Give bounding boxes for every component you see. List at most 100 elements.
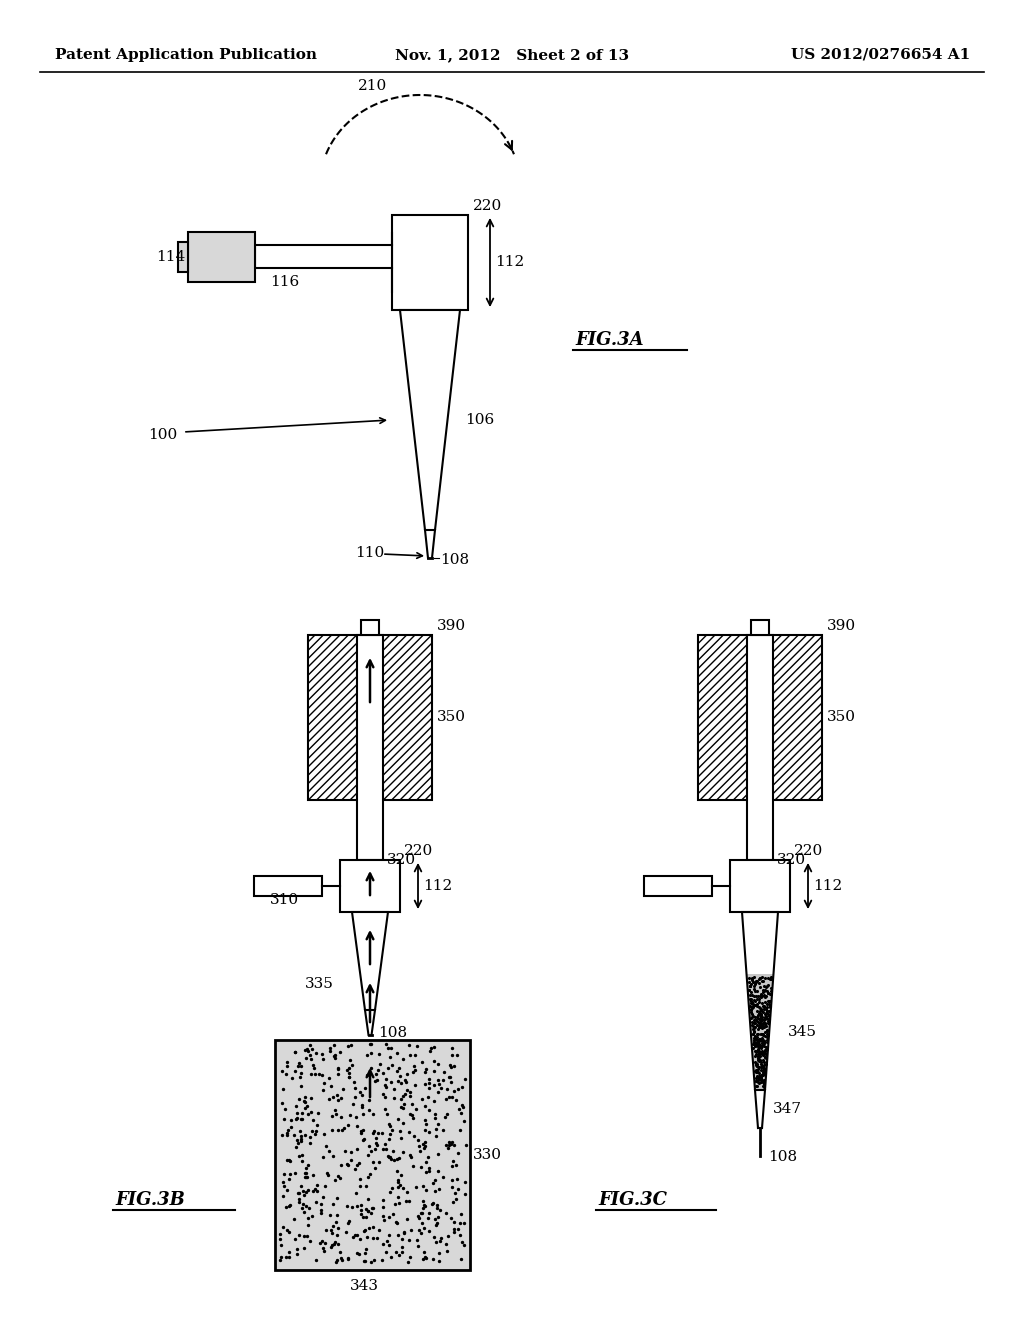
Point	[278, 1246, 294, 1267]
Point	[375, 1063, 391, 1084]
Point	[298, 1166, 314, 1187]
Point	[351, 1152, 368, 1173]
Point	[754, 1072, 770, 1093]
Point	[292, 1067, 308, 1088]
Point	[339, 1212, 355, 1233]
Text: 210: 210	[358, 79, 387, 92]
Point	[299, 1096, 315, 1117]
Point	[378, 1241, 394, 1262]
Point	[393, 1097, 410, 1118]
Point	[417, 1074, 433, 1096]
Point	[285, 1067, 301, 1088]
Point	[349, 1139, 366, 1160]
Point	[762, 983, 778, 1005]
Point	[374, 1123, 390, 1144]
Point	[404, 1061, 421, 1082]
Point	[427, 1104, 443, 1125]
Point	[757, 1014, 773, 1035]
Point	[293, 1126, 309, 1147]
Text: 345: 345	[788, 1026, 817, 1039]
Point	[341, 1063, 357, 1084]
Point	[751, 1031, 767, 1052]
Point	[396, 1222, 413, 1243]
Point	[307, 1123, 324, 1144]
Point	[395, 1098, 412, 1119]
Point	[368, 1133, 384, 1154]
Point	[402, 1146, 419, 1167]
Point	[752, 1049, 768, 1071]
Point	[401, 1044, 418, 1065]
Point	[759, 1032, 775, 1053]
Point	[753, 1069, 769, 1090]
Point	[389, 1043, 406, 1064]
Point	[387, 1193, 403, 1214]
Point	[760, 1012, 776, 1034]
Point	[323, 1220, 339, 1241]
Point	[439, 1138, 456, 1159]
Point	[751, 1069, 767, 1090]
Text: 343: 343	[350, 1279, 379, 1294]
Point	[757, 1047, 773, 1068]
Point	[283, 1109, 299, 1130]
Point	[761, 1001, 777, 1022]
Point	[395, 1177, 412, 1199]
Point	[748, 1040, 764, 1061]
Point	[377, 1098, 393, 1119]
Point	[298, 1167, 314, 1188]
Point	[758, 1006, 774, 1027]
Point	[317, 1233, 334, 1254]
Point	[751, 1040, 767, 1061]
Point	[329, 1250, 345, 1271]
Point	[756, 1053, 772, 1074]
Point	[416, 1241, 432, 1262]
Point	[755, 1036, 771, 1057]
Point	[749, 989, 765, 1010]
Point	[397, 1071, 414, 1092]
Point	[763, 966, 779, 987]
Text: 108: 108	[440, 553, 469, 568]
Point	[400, 1035, 417, 1056]
Point	[743, 989, 760, 1010]
Point	[362, 1163, 379, 1184]
Point	[411, 1220, 427, 1241]
Point	[741, 975, 758, 997]
Point	[756, 981, 772, 1002]
Point	[279, 1052, 295, 1073]
Point	[749, 1071, 765, 1092]
Point	[340, 1114, 356, 1135]
Point	[452, 1224, 468, 1245]
Point	[751, 1071, 767, 1092]
Point	[333, 1247, 349, 1269]
Point	[293, 1063, 309, 1084]
Point	[761, 994, 777, 1015]
Text: FIG.3C: FIG.3C	[598, 1191, 667, 1209]
Point	[750, 995, 766, 1016]
Point	[274, 1125, 291, 1146]
Point	[399, 1080, 416, 1101]
Point	[751, 1036, 767, 1057]
Point	[445, 1151, 462, 1172]
Point	[754, 1023, 770, 1044]
Point	[349, 1225, 366, 1246]
Point	[756, 1016, 772, 1038]
Point	[757, 1059, 773, 1080]
Point	[398, 1181, 415, 1203]
Point	[313, 1200, 330, 1221]
Point	[757, 1040, 773, 1061]
Point	[324, 1119, 340, 1140]
Point	[750, 1007, 766, 1028]
Point	[401, 1104, 418, 1125]
Point	[754, 1059, 770, 1080]
Point	[343, 1055, 359, 1076]
Text: Patent Application Publication: Patent Application Publication	[55, 48, 317, 62]
Point	[755, 1002, 771, 1023]
Point	[293, 1129, 309, 1150]
Point	[427, 1107, 443, 1129]
Point	[760, 983, 776, 1005]
Point	[748, 986, 764, 1007]
Point	[352, 1168, 369, 1189]
Point	[430, 1081, 446, 1102]
Point	[358, 1199, 375, 1220]
Point	[751, 968, 767, 989]
Point	[278, 1197, 294, 1218]
